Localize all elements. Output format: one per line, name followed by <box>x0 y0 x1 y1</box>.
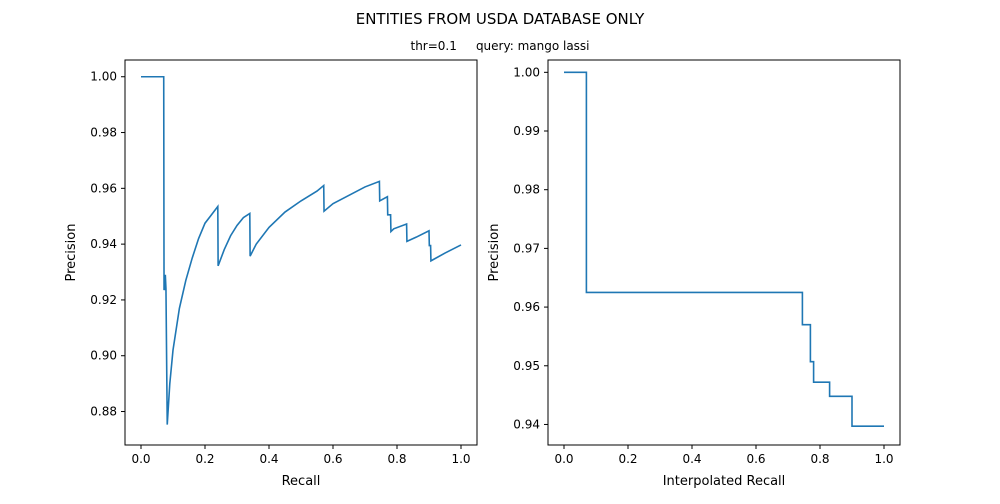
y-tick-label: 0.92 <box>90 293 117 307</box>
x-tick-label: 0.4 <box>259 452 278 466</box>
axes-frame <box>547 59 901 446</box>
x-tick-label: 0.6 <box>746 452 765 466</box>
y-tick-label: 0.96 <box>90 181 117 195</box>
x-tick-label: 0.8 <box>387 452 406 466</box>
y-tick-label: 1.00 <box>90 70 117 84</box>
x-tick-label: 0.2 <box>618 452 637 466</box>
y-tick-label: 1.00 <box>513 65 540 79</box>
x-tick-label: 1.0 <box>451 452 470 466</box>
figure-subtitle: thr=0.1 query: mango lassi <box>410 39 589 53</box>
right-plot: 0.0 0.2 0.4 0.6 0.8 1.0 0.94 0.95 0.96 0.97 0.98 0.… <box>487 59 901 489</box>
y-tick-label: 0.94 <box>90 237 117 251</box>
x-axis-label: Interpolated Recall <box>663 474 786 489</box>
y-tick-label: 0.98 <box>513 183 540 197</box>
left-plot: 0.0 0.2 0.4 0.6 0.8 1.0 0.88 0.90 0.92 0.94 0.96 0.… <box>64 59 478 489</box>
x-tick-label: 0.0 <box>554 452 573 466</box>
x-tick-label: 0.0 <box>131 452 150 466</box>
series-line <box>141 75 462 425</box>
axes-frame <box>124 59 478 446</box>
x-tick-label: 0.4 <box>682 452 701 466</box>
y-tick-label: 0.98 <box>90 126 117 140</box>
y-tick-label: 0.99 <box>513 124 540 138</box>
y-tick-label: 0.88 <box>90 405 117 419</box>
y-tick-label: 0.90 <box>90 349 117 363</box>
y-axis-label: Precision <box>487 223 502 281</box>
x-tick-label: 0.2 <box>195 452 214 466</box>
y-tick-label: 0.97 <box>513 241 540 255</box>
x-axis-label: Recall <box>282 474 321 489</box>
figure-title: ENTITIES FROM USDA DATABASE ONLY <box>356 10 645 28</box>
y-tick-label: 0.94 <box>513 417 540 431</box>
y-tick-label: 0.96 <box>513 300 540 314</box>
x-tick-label: 0.6 <box>323 452 342 466</box>
x-tick-label: 0.8 <box>810 452 829 466</box>
y-axis-label: Precision <box>64 223 79 281</box>
x-tick-label: 1.0 <box>874 452 893 466</box>
series-line <box>564 71 884 428</box>
y-tick-label: 0.95 <box>513 359 540 373</box>
